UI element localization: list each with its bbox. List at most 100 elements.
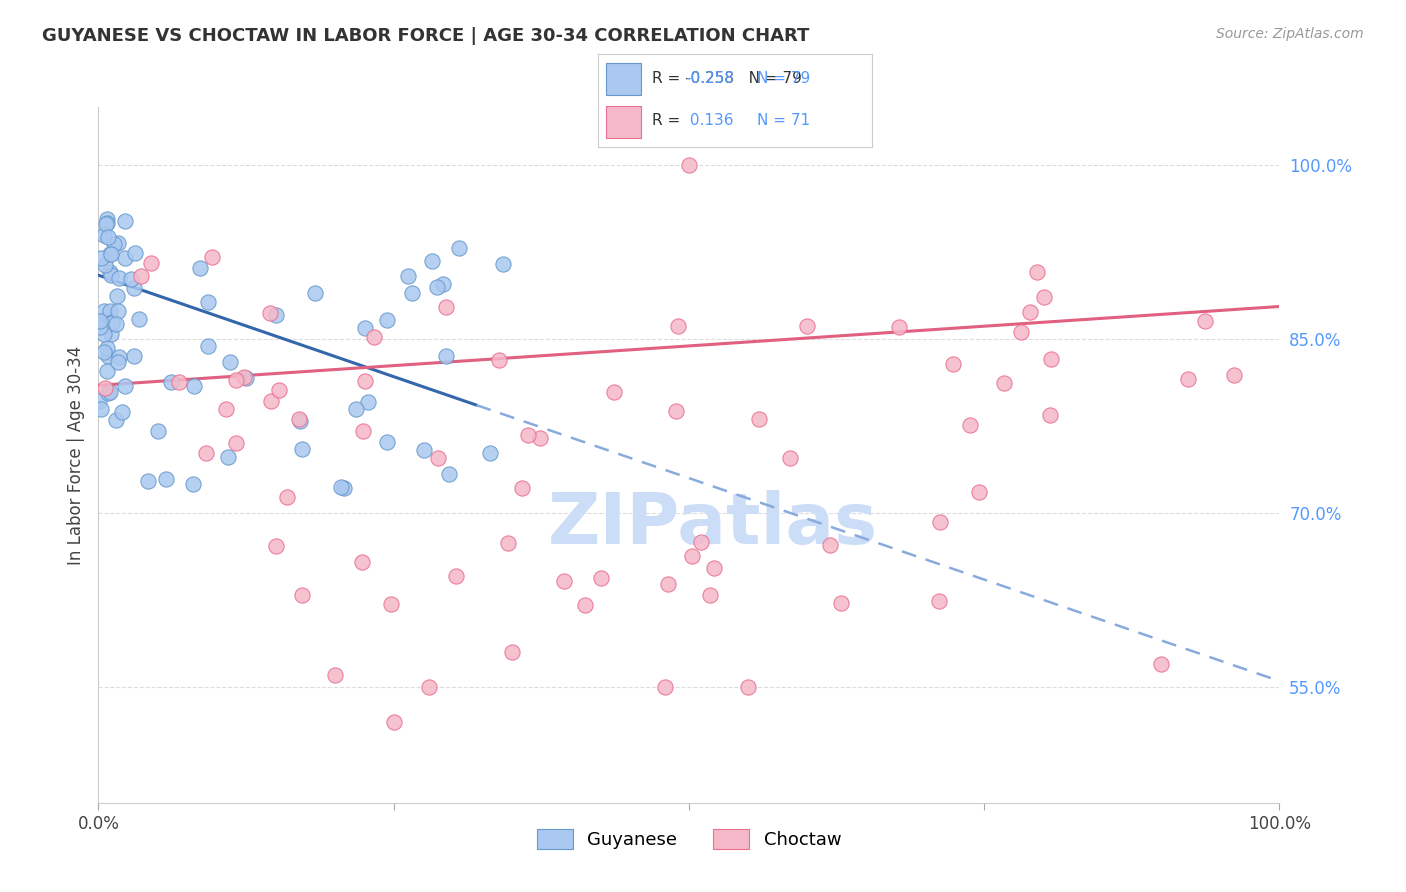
Point xyxy=(235,371,257,385)
Point xyxy=(444,569,467,583)
Point xyxy=(678,158,700,172)
Text: ZIPatlas: ZIPatlas xyxy=(547,490,877,559)
Point xyxy=(589,572,612,586)
Point xyxy=(233,370,256,384)
Point xyxy=(681,549,703,563)
Point xyxy=(101,317,124,331)
Point xyxy=(93,381,115,395)
Point xyxy=(188,261,211,276)
Point xyxy=(344,402,367,417)
Point xyxy=(967,485,990,500)
Text: R =: R = xyxy=(652,113,686,128)
Point xyxy=(96,211,118,226)
Point xyxy=(93,326,115,341)
Point xyxy=(363,330,385,344)
Point xyxy=(666,319,689,334)
Point xyxy=(323,668,346,682)
Point xyxy=(501,645,523,659)
Point xyxy=(107,304,129,318)
Point xyxy=(426,451,449,466)
Point xyxy=(141,256,163,270)
Point xyxy=(97,349,120,363)
Point xyxy=(124,246,146,260)
Point xyxy=(830,596,852,610)
Point xyxy=(107,270,129,285)
Point xyxy=(574,599,596,613)
Point xyxy=(114,252,136,266)
Point xyxy=(225,435,247,450)
Point xyxy=(510,481,533,495)
Point xyxy=(104,317,127,331)
Point xyxy=(96,216,118,230)
Point xyxy=(87,393,110,408)
Point xyxy=(928,516,950,530)
Point xyxy=(329,480,352,494)
Point xyxy=(96,364,118,378)
Point xyxy=(94,217,117,231)
Point xyxy=(420,253,443,268)
Point xyxy=(93,258,115,272)
Point xyxy=(97,230,120,244)
Point xyxy=(128,311,150,326)
Point xyxy=(122,281,145,295)
Point xyxy=(160,375,183,389)
Text: GUYANESE VS CHOCTAW IN LABOR FORCE | AGE 30-34 CORRELATION CHART: GUYANESE VS CHOCTAW IN LABOR FORCE | AGE… xyxy=(42,27,810,45)
Point xyxy=(426,280,449,294)
Point xyxy=(197,294,219,309)
Point xyxy=(264,539,287,553)
Point xyxy=(167,376,190,390)
Point xyxy=(357,394,380,409)
Point xyxy=(1033,290,1056,304)
Point xyxy=(654,680,676,694)
Point xyxy=(664,403,686,417)
Point xyxy=(496,536,519,550)
Point xyxy=(98,265,121,279)
Point xyxy=(1018,304,1040,318)
Point xyxy=(93,345,115,359)
Point xyxy=(375,313,398,327)
Point xyxy=(288,414,311,428)
Point xyxy=(97,385,120,400)
Point xyxy=(796,318,818,333)
Point xyxy=(90,402,112,417)
Point xyxy=(529,431,551,445)
Point xyxy=(105,289,128,303)
Point xyxy=(98,384,121,399)
Point xyxy=(114,213,136,227)
Point xyxy=(291,442,314,456)
Point xyxy=(449,241,471,255)
Point xyxy=(993,376,1015,391)
Point xyxy=(603,385,626,400)
Point xyxy=(1010,325,1032,339)
Point xyxy=(219,355,242,369)
Point xyxy=(354,320,377,334)
Point xyxy=(105,413,128,427)
Point xyxy=(107,235,129,250)
Point xyxy=(1223,368,1246,382)
Point xyxy=(516,428,538,442)
Point xyxy=(89,314,111,328)
Point xyxy=(146,424,169,438)
Point xyxy=(889,320,911,334)
Point xyxy=(942,358,965,372)
Point xyxy=(959,418,981,433)
Point xyxy=(1150,657,1173,671)
Point xyxy=(434,349,457,363)
Point xyxy=(1039,408,1062,422)
Point xyxy=(217,450,239,464)
Y-axis label: In Labor Force | Age 30-34: In Labor Force | Age 30-34 xyxy=(66,345,84,565)
Point xyxy=(195,446,218,460)
Point xyxy=(93,227,115,242)
Point xyxy=(488,353,510,368)
Point xyxy=(103,237,125,252)
Point xyxy=(690,535,713,549)
Text: 0.136: 0.136 xyxy=(685,113,734,128)
Point xyxy=(89,319,111,334)
Point xyxy=(1177,372,1199,386)
Point xyxy=(352,424,374,438)
Point xyxy=(352,556,374,570)
Point xyxy=(93,304,115,318)
Point xyxy=(101,314,124,328)
Text: Source: ZipAtlas.com: Source: ZipAtlas.com xyxy=(1216,27,1364,41)
Bar xyxy=(606,63,641,95)
